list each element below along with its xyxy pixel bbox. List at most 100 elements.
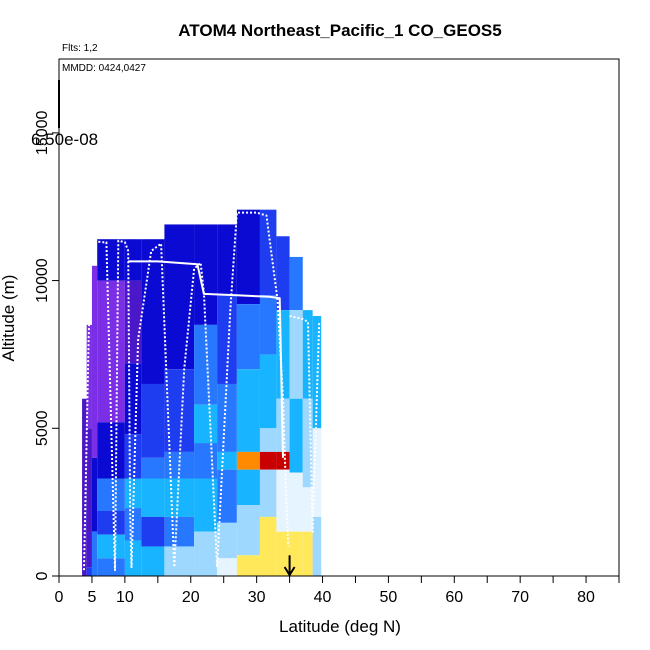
heatmap-cell-14-2 [312, 516, 322, 576]
heatmap-cell-8-3 [217, 451, 237, 470]
heatmap-cell-5-5 [141, 546, 165, 576]
heatmap-cell-3-3 [97, 478, 125, 512]
heatmap-cell-9-2 [236, 369, 260, 452]
heatmap-cell-11-4 [276, 469, 290, 532]
heatmap-cell-9-0 [236, 209, 260, 305]
heatmap-cell-10-0 [259, 209, 277, 296]
heatmap-cell-7-1 [194, 324, 218, 405]
heatmap-cell-8-0 [217, 224, 237, 296]
y-tick-label-10000: 10000 [34, 258, 51, 303]
heatmap-cell-2-2 [91, 531, 98, 576]
heatmap-cell-12-0 [289, 256, 303, 311]
heatmap-cell-9-5 [236, 505, 260, 556]
heatmap-cell-5-0 [141, 239, 165, 384]
heatmap-cell-6-0 [164, 224, 195, 370]
y-axis: 0 5000 10000 15000 [34, 111, 59, 580]
heatmap-cell-10-5 [259, 469, 277, 517]
heatmap-cell-13-2 [302, 487, 313, 532]
heatmap-cell-6-5 [164, 546, 195, 576]
y-tick-label-15000: 15000 [34, 111, 51, 156]
heatmap-cell-10-4 [259, 451, 277, 470]
heatmap-cell-3-5 [97, 534, 125, 559]
heatmap-cell-9-4 [236, 469, 260, 506]
marker-head [283, 566, 296, 577]
heatmap-cell-7-3 [194, 443, 218, 479]
heatmap-cell-11-5 [276, 531, 290, 576]
heatmap-cell-13-0 [302, 310, 313, 399]
heatmap-cell-11-0 [276, 236, 290, 311]
plot-frame [58, 58, 620, 577]
heatmap-cell-6-3 [164, 478, 195, 517]
heatmap-cell-12-4 [289, 531, 303, 576]
heatmap-cell-5-4 [141, 516, 165, 547]
heatmap-cell-4-2 [124, 363, 142, 435]
heatmap-cell-9-6 [236, 555, 260, 576]
heatmap-cell-2-1 [91, 457, 98, 532]
heatmap-cell-5-3 [141, 478, 165, 517]
heatmap-cell-8-1 [217, 295, 237, 384]
heatmap-cell-14-1 [312, 428, 322, 517]
heatmap-cell-3-1 [97, 280, 125, 423]
heatmap-cell-4-3 [124, 434, 142, 479]
heatmap-cell-8-2 [217, 383, 237, 452]
heatmap-cell-0-0 [82, 398, 87, 576]
y-tick-label-5000: 5000 [34, 410, 51, 446]
x-axis: 0 5 10 20 30 40 50 60 70 80 [55, 576, 620, 606]
heatmap-cell-2-0 [91, 265, 98, 458]
heatmap-cell-3-6 [97, 558, 125, 576]
heatmap-cell-13-1 [302, 398, 313, 488]
heatmap-cell-5-1 [141, 383, 165, 458]
heatmap-cell-1-2 [86, 567, 92, 576]
heatmap-cell-7-4 [194, 478, 218, 532]
heatmap-cell-4-0 [124, 239, 142, 281]
x-tick-label-40: 40 [314, 589, 332, 606]
x-tick-label-0: 0 [55, 589, 64, 606]
x-tick-label-5: 5 [87, 589, 96, 606]
colorbar-label: 6.50e-08 [31, 130, 98, 149]
heatmap-cell-10-2 [259, 354, 277, 429]
heatmap-cell-1-1 [86, 428, 92, 568]
heatmap-cell-7-5 [194, 531, 218, 576]
flight-track-1 [83, 211, 290, 572]
heatmap-cell-4-1 [124, 280, 142, 364]
x-tick-label-80: 80 [577, 589, 595, 606]
heatmap-cells [82, 209, 322, 576]
flights-label: Flts: 1,2 [62, 43, 98, 54]
heatmap-cell-4-6 [124, 540, 142, 576]
heatmap-cell-12-1 [289, 310, 303, 399]
heatmap-cell-1-0 [86, 324, 92, 429]
date-label: MMDD: 0424,0427 [62, 63, 146, 74]
heatmap-cell-6-1 [164, 369, 195, 452]
x-tick-label-10: 10 [116, 589, 134, 606]
heatmap-cell-12-2 [289, 398, 303, 473]
heatmap-cell-6-4 [164, 516, 195, 547]
x-tick-label-70: 70 [511, 589, 529, 606]
heatmap-cell-8-5 [217, 522, 237, 559]
heatmap-cell-7-2 [194, 404, 218, 444]
x-tick-label-20: 20 [182, 589, 200, 606]
y-axis-label: Altitude (m) [0, 275, 18, 362]
heatmap-cell-10-6 [259, 516, 277, 576]
heatmap-cell-12-3 [289, 472, 303, 532]
x-tick-label-50: 50 [380, 589, 398, 606]
heatmap-cell-11-3 [276, 451, 290, 470]
heatmap-cell-5-2 [141, 457, 165, 479]
heatmap-cell-10-3 [259, 428, 277, 452]
heatmap-cell-3-4 [97, 511, 125, 535]
flight-tracks [83, 211, 321, 572]
y-tick-label-0: 0 [34, 571, 51, 580]
flight-track-3 [289, 315, 321, 533]
heatmap-cell-13-3 [302, 531, 313, 576]
latitude-marker-arrow [283, 555, 296, 577]
chart-title: ATOM4 Northeast_Pacific_1 CO_GEOS5 [178, 21, 501, 40]
heatmap-cell-3-0 [97, 239, 125, 281]
heatmap-cell-7-0 [194, 224, 218, 325]
flight-track-2 [128, 260, 284, 458]
heatmap-cell-8-6 [217, 558, 237, 576]
x-axis-label: Latitude (deg N) [279, 617, 401, 636]
heatmap-cell-9-3 [236, 451, 260, 470]
heatmap-cell-10-1 [259, 295, 277, 355]
x-tick-label-60: 60 [445, 589, 463, 606]
heatmap-cell-9-1 [236, 304, 260, 370]
